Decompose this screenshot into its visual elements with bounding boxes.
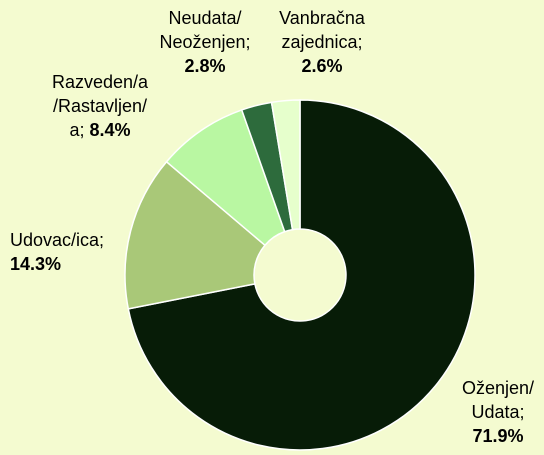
slice-label: Oženjen/ Udata; 71.9% [445,376,544,448]
value-label: 2.8% [184,56,226,76]
category-name: Oženjen/ Udata; [461,378,535,422]
slice-label: Razveden/a /Rastavljen/ a; 8.4% [40,70,160,142]
category-name: Vanbračna zajednica; [279,8,365,52]
category-name: Neudata/ Neoženjen; [159,8,251,52]
donut-slice [270,99,301,231]
value-label: 2.6% [301,56,343,76]
category-name: Razveden/a /Rastavljen/ a; [51,72,149,140]
slice-label: Neudata/ Neoženjen; 2.8% [150,6,260,78]
slice-label: Vanbračna zajednica; 2.6% [270,6,374,78]
value-label: 8.4% [89,120,131,140]
value-label: 14.3% [10,254,62,274]
slice-label: Udovac/ica; 14.3% [10,228,120,276]
category-name: Udovac/ica; [10,230,105,250]
value-label: 71.9% [472,426,524,446]
donut-slice [124,160,266,310]
donut-slice [127,99,476,451]
